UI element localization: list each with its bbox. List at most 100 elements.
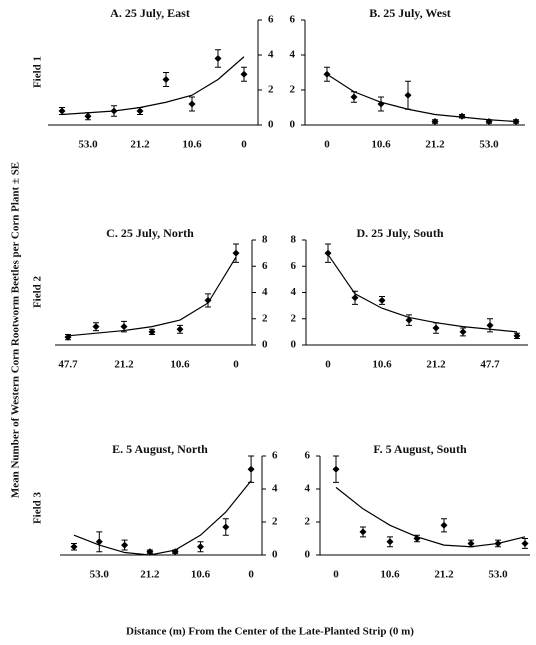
x-tick-label: 10.6 bbox=[380, 569, 400, 581]
y-tick-label: 8 bbox=[291, 234, 297, 246]
point bbox=[377, 100, 385, 108]
y-tick-label: 6 bbox=[305, 450, 311, 462]
panel-title: F. 5 August, South bbox=[373, 442, 467, 456]
point bbox=[359, 528, 367, 536]
fit-curve bbox=[327, 254, 518, 333]
fit-curve bbox=[73, 480, 252, 556]
panel-title: A. 25 July, East bbox=[110, 6, 190, 20]
point bbox=[120, 323, 128, 331]
x-tick-label: 21.2 bbox=[114, 359, 134, 371]
point bbox=[110, 107, 118, 115]
y-tick-label: 2 bbox=[268, 84, 274, 96]
point bbox=[458, 112, 466, 120]
point bbox=[136, 107, 144, 115]
fit-curve bbox=[67, 256, 237, 337]
x-tick-label: 0 bbox=[233, 359, 239, 371]
point bbox=[232, 249, 240, 257]
y-tick-label: 2 bbox=[262, 312, 268, 324]
point bbox=[521, 539, 529, 547]
x-tick-label: 0 bbox=[324, 139, 330, 151]
point bbox=[58, 107, 66, 115]
y-tick-label: 0 bbox=[272, 549, 278, 561]
point bbox=[323, 70, 331, 78]
point bbox=[222, 523, 230, 531]
x-tick-label: 0 bbox=[241, 139, 247, 151]
y-tick-label: 2 bbox=[272, 516, 278, 528]
point bbox=[197, 543, 204, 551]
panel-title: D. 25 July, South bbox=[356, 226, 443, 240]
y-axis-title: Mean Number of Western Corn Rootworm Bee… bbox=[10, 162, 22, 498]
fit-curve bbox=[335, 486, 526, 548]
point bbox=[332, 465, 340, 473]
y-tick-label: 2 bbox=[305, 516, 311, 528]
fit-curve bbox=[326, 73, 517, 123]
x-tick-label: 10.6 bbox=[170, 359, 190, 371]
y-tick-label: 4 bbox=[268, 49, 274, 61]
field-label: Field 3 bbox=[32, 491, 44, 524]
x-tick-label: 0 bbox=[333, 569, 339, 581]
y-tick-label: 6 bbox=[272, 450, 278, 462]
y-tick-label: 0 bbox=[290, 119, 296, 131]
point bbox=[378, 296, 386, 304]
panel-title: E. 5 August, North bbox=[112, 442, 208, 456]
panel-title: B. 25 July, West bbox=[369, 6, 450, 20]
y-tick-label: 4 bbox=[262, 286, 268, 298]
point bbox=[440, 521, 448, 529]
x-tick-label: 10.6 bbox=[182, 139, 202, 151]
x-tick-label: 21.2 bbox=[434, 569, 454, 581]
point bbox=[70, 543, 78, 551]
y-tick-label: 6 bbox=[268, 14, 274, 26]
point bbox=[404, 91, 412, 99]
y-tick-label: 6 bbox=[290, 14, 296, 26]
point bbox=[64, 333, 72, 341]
point bbox=[95, 538, 103, 546]
y-tick-label: 0 bbox=[268, 119, 274, 131]
y-tick-label: 8 bbox=[262, 234, 268, 246]
x-tick-label: 47.7 bbox=[480, 359, 500, 371]
point bbox=[171, 548, 179, 556]
x-tick-label: 10.6 bbox=[371, 139, 391, 151]
x-tick-label: 47.7 bbox=[58, 359, 78, 371]
point bbox=[247, 465, 255, 473]
x-axis-title: Distance (m) From the Center of the Late… bbox=[126, 626, 414, 638]
fit-curve bbox=[61, 56, 245, 116]
y-tick-label: 4 bbox=[305, 483, 311, 495]
x-tick-label: 21.2 bbox=[140, 569, 160, 581]
x-tick-label: 21.2 bbox=[130, 139, 150, 151]
point bbox=[92, 323, 100, 331]
y-tick-label: 6 bbox=[262, 260, 268, 272]
point bbox=[176, 325, 184, 333]
y-tick-label: 2 bbox=[290, 84, 296, 96]
point bbox=[214, 55, 222, 62]
point bbox=[350, 93, 358, 101]
x-tick-label: 10.6 bbox=[372, 359, 392, 371]
point bbox=[467, 539, 475, 547]
x-tick-label: 21.2 bbox=[426, 359, 446, 371]
y-tick-label: 4 bbox=[272, 483, 278, 495]
x-tick-label: 53.0 bbox=[78, 139, 98, 151]
point bbox=[324, 249, 332, 257]
y-tick-label: 4 bbox=[290, 49, 296, 61]
point bbox=[512, 118, 520, 125]
field-label: Field 2 bbox=[32, 275, 44, 308]
y-tick-label: 0 bbox=[291, 339, 297, 351]
field-label: Field 1 bbox=[32, 56, 44, 88]
y-tick-label: 2 bbox=[291, 312, 297, 324]
point bbox=[121, 541, 129, 549]
point bbox=[148, 328, 156, 336]
point bbox=[84, 112, 92, 120]
y-tick-label: 6 bbox=[291, 260, 297, 272]
point bbox=[486, 321, 494, 329]
x-tick-label: 53.0 bbox=[479, 139, 499, 151]
point bbox=[351, 294, 359, 302]
y-tick-label: 0 bbox=[305, 549, 311, 561]
x-tick-label: 0 bbox=[248, 569, 254, 581]
point bbox=[146, 548, 154, 556]
point bbox=[386, 538, 394, 546]
panel-title: C. 25 July, North bbox=[106, 226, 194, 240]
point bbox=[413, 535, 421, 542]
x-tick-label: 0 bbox=[325, 359, 331, 371]
point bbox=[513, 332, 521, 340]
x-tick-label: 53.0 bbox=[488, 569, 508, 581]
point bbox=[459, 328, 467, 336]
